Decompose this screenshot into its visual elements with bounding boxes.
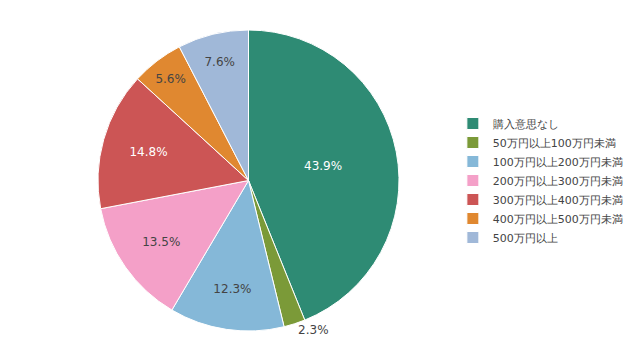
svg-text:43.9%: 43.9% [304, 159, 342, 173]
svg-text:12.3%: 12.3% [213, 282, 251, 296]
svg-text:14.8%: 14.8% [129, 145, 167, 159]
svg-text:5.6%: 5.6% [155, 72, 186, 86]
svg-text:500万円以上: 500万円以上 [493, 232, 558, 245]
svg-text:300万円以上400万円未満: 300万円以上400万円未満 [493, 194, 623, 207]
svg-text:400万円以上500万円未満: 400万円以上500万円未満 [493, 213, 623, 226]
svg-text:50万円以上100万円未満: 50万円以上100万円未満 [493, 137, 616, 150]
svg-text:200万円以上300万円未満: 200万円以上300万円未満 [493, 175, 623, 188]
svg-text:購入意思なし: 購入意思なし [493, 118, 559, 131]
svg-text:100万円以上200万円未満: 100万円以上200万円未満 [493, 156, 623, 169]
svg-text:2.3%: 2.3% [298, 323, 329, 337]
svg-text:7.6%: 7.6% [204, 55, 235, 69]
svg-text:13.5%: 13.5% [142, 235, 180, 249]
